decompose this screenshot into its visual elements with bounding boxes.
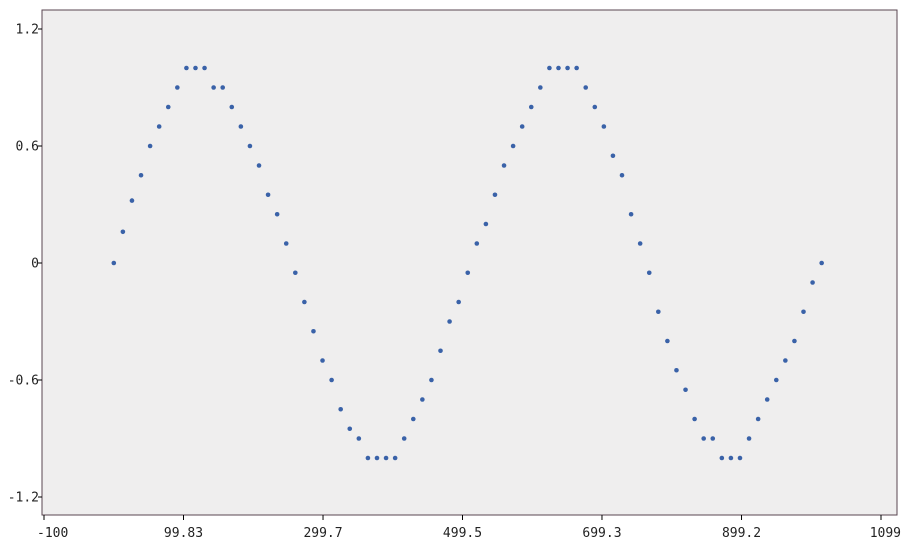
plot-area bbox=[41, 9, 898, 516]
data-point bbox=[683, 387, 688, 393]
data-point bbox=[701, 436, 706, 441]
data-point bbox=[138, 172, 144, 178]
data-points bbox=[111, 65, 824, 461]
data-point bbox=[392, 455, 398, 461]
y-tick-label: 0.6 bbox=[16, 140, 39, 155]
data-point bbox=[755, 416, 761, 422]
data-point bbox=[220, 85, 226, 90]
data-point bbox=[656, 309, 661, 315]
data-point bbox=[401, 436, 407, 441]
data-point bbox=[320, 358, 325, 363]
y-tick-label: 0 bbox=[31, 257, 39, 272]
data-point bbox=[665, 338, 670, 344]
data-point bbox=[637, 241, 643, 246]
data-point bbox=[792, 338, 797, 344]
data-point bbox=[365, 455, 371, 461]
data-point bbox=[311, 328, 316, 334]
data-point bbox=[719, 455, 725, 461]
data-point bbox=[329, 377, 334, 383]
y-axis: 1.2 0.6 0 -0.6 -1.2 bbox=[8, 23, 42, 506]
data-point bbox=[574, 65, 579, 71]
data-point bbox=[456, 299, 461, 305]
data-point bbox=[247, 143, 253, 149]
data-point bbox=[302, 299, 307, 305]
data-point bbox=[120, 229, 126, 235]
data-point bbox=[474, 241, 480, 246]
data-point bbox=[256, 163, 262, 168]
data-point bbox=[674, 367, 679, 373]
x-tick-label: 499.5 bbox=[443, 526, 482, 541]
data-point bbox=[356, 436, 362, 441]
data-point bbox=[429, 377, 434, 383]
y-tick-label: -0.6 bbox=[8, 374, 39, 389]
data-point bbox=[420, 397, 425, 402]
data-point bbox=[737, 455, 743, 461]
x-tick-label: 99.83 bbox=[164, 526, 203, 541]
data-point bbox=[610, 153, 616, 159]
data-point bbox=[374, 455, 380, 461]
data-point bbox=[556, 65, 561, 71]
data-point bbox=[583, 85, 589, 90]
data-point bbox=[801, 309, 806, 315]
data-point bbox=[538, 85, 543, 90]
data-point bbox=[265, 192, 271, 198]
y-tick-label: -1.2 bbox=[8, 491, 39, 506]
y-tick-label: 1.2 bbox=[16, 23, 39, 38]
data-point bbox=[628, 211, 634, 217]
data-point bbox=[383, 455, 389, 461]
data-point bbox=[202, 65, 207, 71]
data-point bbox=[773, 377, 779, 383]
data-point bbox=[510, 143, 516, 149]
data-point bbox=[211, 85, 216, 90]
data-point bbox=[692, 416, 697, 422]
x-tick-label: 899.2 bbox=[722, 526, 761, 541]
x-tick-label: 299.7 bbox=[303, 526, 342, 541]
data-point bbox=[438, 348, 443, 354]
data-point bbox=[483, 221, 489, 227]
data-point bbox=[528, 104, 534, 110]
data-point bbox=[147, 143, 153, 149]
data-point bbox=[783, 358, 788, 363]
data-point bbox=[410, 416, 416, 422]
x-tick-label: -100 bbox=[37, 526, 68, 541]
data-point bbox=[129, 198, 135, 203]
x-tick-label: 699.3 bbox=[582, 526, 621, 541]
data-point bbox=[238, 124, 244, 129]
data-point bbox=[347, 426, 353, 432]
data-point bbox=[501, 163, 507, 168]
data-point bbox=[338, 406, 343, 412]
data-point bbox=[592, 104, 598, 110]
data-point bbox=[819, 260, 824, 266]
data-point bbox=[229, 104, 235, 110]
data-point bbox=[646, 270, 652, 276]
data-point bbox=[465, 270, 471, 276]
data-point bbox=[193, 65, 198, 71]
data-point bbox=[165, 104, 171, 110]
x-tick-label: 1099 bbox=[870, 526, 901, 541]
data-point bbox=[283, 241, 289, 246]
data-point bbox=[519, 124, 525, 129]
data-point bbox=[184, 65, 189, 71]
data-point bbox=[492, 192, 498, 198]
data-point bbox=[810, 280, 815, 285]
data-point bbox=[601, 124, 607, 129]
data-point bbox=[274, 211, 280, 217]
data-point bbox=[764, 397, 770, 402]
data-point bbox=[156, 124, 162, 129]
data-point bbox=[293, 270, 298, 276]
data-point bbox=[111, 260, 117, 266]
data-point bbox=[746, 436, 752, 441]
x-axis: -100 99.83 299.7 499.5 699.3 899.2 1099 bbox=[37, 515, 901, 541]
data-point bbox=[619, 172, 625, 178]
data-point bbox=[565, 65, 570, 71]
data-point bbox=[175, 85, 180, 90]
data-point bbox=[547, 65, 552, 71]
data-point bbox=[447, 319, 452, 324]
data-point bbox=[710, 436, 716, 441]
data-point bbox=[728, 455, 734, 461]
